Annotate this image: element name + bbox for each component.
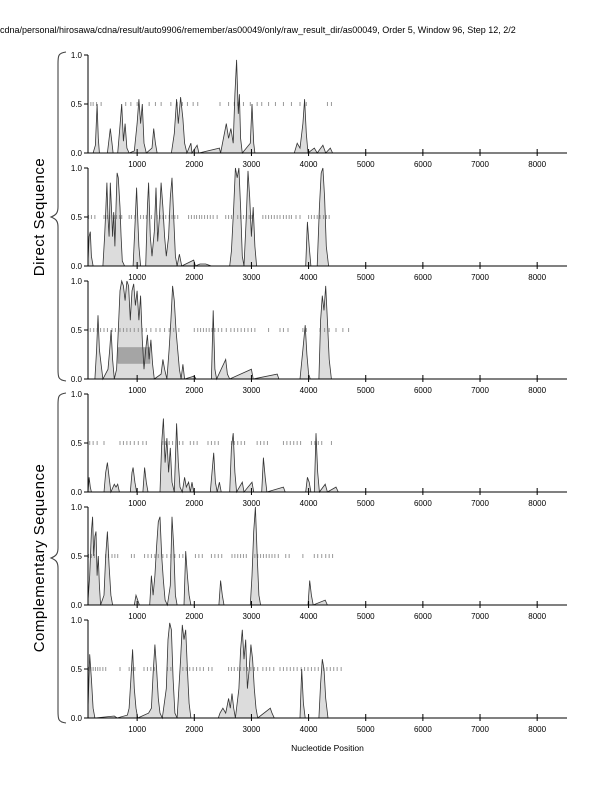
panel-complementary-2-signal-curve (87, 506, 567, 607)
panel-direct-2-x-tick-label: 6000 (414, 273, 432, 282)
panel-direct-1-x-tick-label: 3000 (243, 160, 261, 169)
panel-direct-3-x-tick-label: 3000 (243, 386, 261, 395)
panel-direct-1-x-tick-label: 8000 (528, 160, 546, 169)
panel-direct-3-y-tick-label: 0.5 (71, 326, 83, 335)
panel-direct-2-x-tick-label: 2000 (185, 273, 203, 282)
panel-direct-1-y-tick-label: 0.0 (71, 149, 83, 158)
panel-direct-2-x-tick-label: 8000 (528, 273, 546, 282)
panel-complementary-1-x-tick-label: 2000 (185, 499, 203, 508)
panel-complementary-3-y-tick-label: 1.0 (71, 616, 83, 625)
panel-direct-2-x-tick-label: 7000 (471, 273, 489, 282)
complementary-sequence-brace (49, 392, 67, 724)
panel-complementary-1-signal-curve (87, 418, 567, 494)
panel-direct-2-y-tick-label: 1.0 (71, 164, 83, 173)
panel-direct-2-x-tick-label: 5000 (357, 273, 375, 282)
panel-direct-3-x-tick-label: 7000 (471, 386, 489, 395)
plot-title: cdna/personal/hirosawa/cdna/result/auto9… (0, 25, 516, 35)
panel-complementary-3-y-tick-label: 0.5 (71, 665, 83, 674)
panel-complementary-2-x-tick-label: 7000 (471, 612, 489, 621)
panel-complementary-3-x-tick-label: 7000 (471, 725, 489, 734)
panel-complementary-3-x-tick-label: 4000 (300, 725, 318, 734)
panel-complementary-2-y-tick-label: 0.5 (71, 552, 83, 561)
panel-direct-1-x-tick-label: 2000 (185, 160, 203, 169)
panel-complementary-3-x-tick-label: 3000 (243, 725, 261, 734)
direct-sequence-label: Direct Sequence (31, 158, 48, 276)
panel-complementary-2-x-tick-label: 3000 (243, 612, 261, 621)
panel-direct-3-x-tick-label: 6000 (414, 386, 432, 395)
x-axis-title: Nucleotide Position (291, 743, 364, 753)
panel-complementary-3-x-tick-label: 8000 (528, 725, 546, 734)
panel-direct-2-y-tick-label: 0.5 (71, 213, 83, 222)
direct-sequence-brace (49, 51, 67, 382)
panel-direct-3-y-tick-label: 1.0 (71, 277, 83, 286)
panel-complementary-2-x-tick-label: 1000 (128, 612, 146, 621)
panel-complementary-3-x-tick-label: 6000 (414, 725, 432, 734)
panel-direct-3-x-tick-label: 1000 (128, 386, 146, 395)
panel-complementary-1-y-tick-label: 1.0 (71, 390, 83, 399)
panel-direct-3-y-tick-label: 0.0 (71, 375, 83, 384)
panel-direct-2-x-tick-label: 3000 (243, 273, 261, 282)
panel-direct-3-x-tick-label: 4000 (300, 386, 318, 395)
panel-complementary-1-y-tick-label: 0.5 (71, 439, 83, 448)
panel-complementary-2-x-tick-label: 5000 (357, 612, 375, 621)
panel-direct-2-x-tick-label: 1000 (128, 273, 146, 282)
panel-complementary-3-x-tick-label: 1000 (128, 725, 146, 734)
panel-direct-2-signal-curve (87, 167, 567, 267)
panel-complementary-2-y-tick-label: 0.0 (71, 601, 83, 610)
panel-complementary-3-x-tick-label: 2000 (185, 725, 203, 734)
panel-direct-2-y-tick-label: 0.0 (71, 262, 83, 271)
panel-complementary-1-x-tick-label: 3000 (243, 499, 261, 508)
panel-complementary-3-signal-curve (87, 622, 567, 720)
panel-complementary-2-x-tick-label: 4000 (300, 612, 318, 621)
panel-complementary-1-x-tick-label: 4000 (300, 499, 318, 508)
panel-direct-1-y-tick-label: 1.0 (71, 51, 83, 60)
panel-complementary-2-x-tick-label: 6000 (414, 612, 432, 621)
panel-complementary-2-x-tick-label: 8000 (528, 612, 546, 621)
panel-complementary-1-y-tick-label: 0.0 (71, 488, 83, 497)
panel-direct-1-x-tick-label: 7000 (471, 160, 489, 169)
panel-direct-3-x-tick-label: 8000 (528, 386, 546, 395)
panel-direct-1-x-tick-label: 5000 (357, 160, 375, 169)
panel-direct-1-signal-curve (88, 59, 567, 155)
panel-direct-2-x-tick-label: 4000 (300, 273, 318, 282)
panel-direct-3-x-tick-label: 5000 (357, 386, 375, 395)
panel-complementary-1-x-tick-label: 5000 (357, 499, 375, 508)
panel-complementary-2-x-tick-label: 2000 (185, 612, 203, 621)
complementary-sequence-label: Complementary Sequence (31, 464, 48, 653)
panel-direct-1-y-tick-label: 0.5 (71, 100, 83, 109)
panel-complementary-1-x-tick-label: 7000 (471, 499, 489, 508)
panel-direct-1-x-tick-label: 1000 (128, 160, 146, 169)
panel-direct-1-x-tick-label: 6000 (414, 160, 432, 169)
panel-direct-1-x-tick-label: 4000 (300, 160, 318, 169)
panel-complementary-3-y-tick-label: 0.0 (71, 714, 83, 723)
panel-direct-3-highlight-region (117, 347, 151, 364)
panel-direct-3-signal-curve (88, 279, 567, 381)
panel-complementary-2-y-tick-label: 1.0 (71, 503, 83, 512)
panel-complementary-1-x-tick-label: 1000 (128, 499, 146, 508)
panel-direct-3-x-tick-label: 2000 (185, 386, 203, 395)
panel-complementary-3-x-tick-label: 5000 (357, 725, 375, 734)
panel-complementary-1-x-tick-label: 8000 (528, 499, 546, 508)
panel-complementary-1-x-tick-label: 6000 (414, 499, 432, 508)
